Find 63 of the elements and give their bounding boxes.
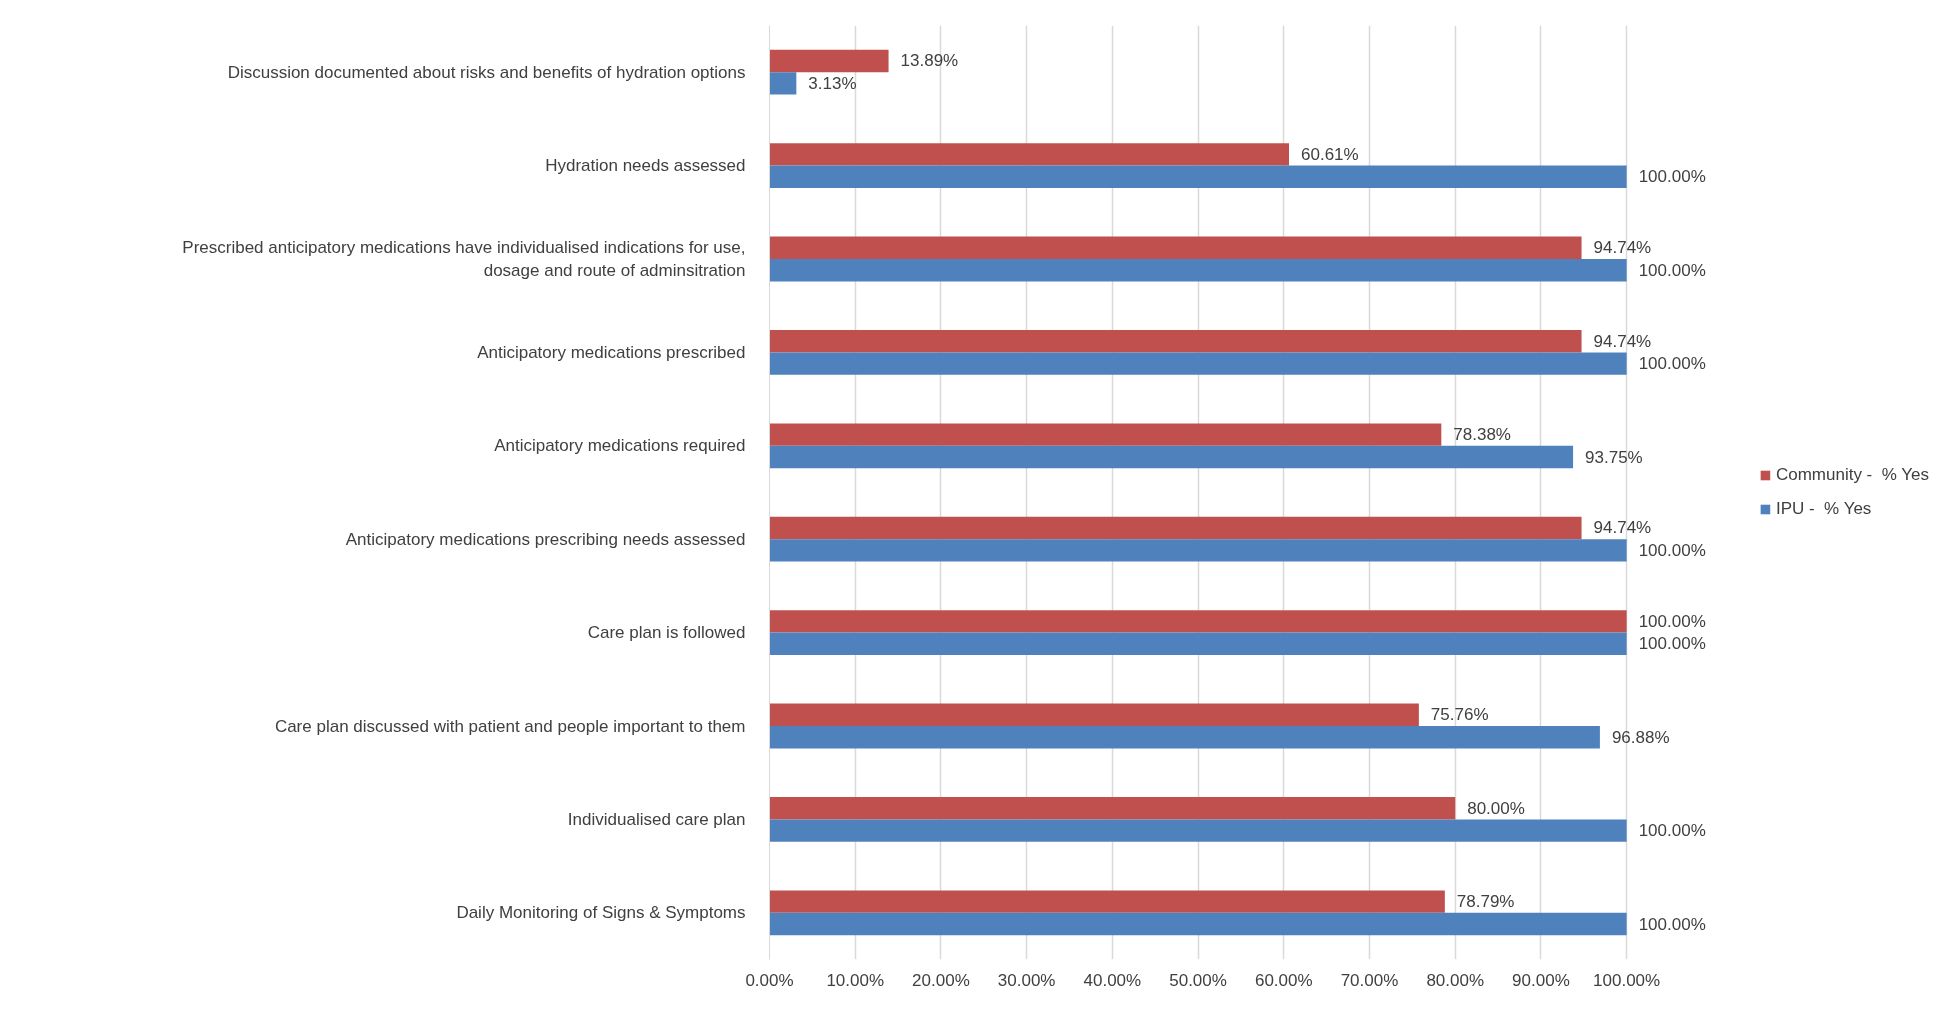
- data-label: 93.75%: [1585, 447, 1643, 467]
- bar: [769, 726, 1600, 749]
- data-label: 78.38%: [1453, 425, 1511, 445]
- bar: [769, 912, 1627, 936]
- bar: [769, 890, 1445, 913]
- bar: [769, 236, 1582, 259]
- data-label: 100.00%: [1638, 260, 1706, 280]
- x-tick-label: 0.00%: [745, 970, 794, 990]
- y-tick-label: Anticipatory medications prescribed: [477, 342, 746, 362]
- x-tick-label: 80.00%: [1426, 970, 1485, 990]
- bar: [769, 352, 1627, 375]
- y-tick-label: Care plan discussed with patient and people important to them: [274, 716, 746, 736]
- bar: [769, 516, 1582, 540]
- bar: [769, 703, 1419, 726]
- legend-label: IPU - % Yes: [1775, 499, 1872, 519]
- y-tick-label: Discussion documented about risks and benefits of hydration options: [227, 62, 746, 82]
- bar: [769, 632, 1627, 656]
- data-label: 94.74%: [1593, 518, 1652, 538]
- y-tick-label: Hydration needs assessed: [545, 156, 746, 176]
- bar: [769, 610, 1627, 633]
- bar: [769, 259, 1627, 282]
- data-label: 100.00%: [1638, 821, 1706, 841]
- x-tick-label: 40.00%: [1083, 970, 1142, 990]
- bar: [769, 49, 889, 73]
- data-label: 100.00%: [1638, 354, 1706, 374]
- y-tick-label: Daily Monitoring of Signs & Symptoms: [456, 903, 746, 923]
- bar: [769, 539, 1627, 562]
- bar: [769, 796, 1456, 820]
- x-tick-label: 60.00%: [1254, 970, 1313, 990]
- data-label: 100.00%: [1638, 611, 1706, 631]
- data-label: 100.00%: [1638, 634, 1706, 654]
- data-label: 3.13%: [808, 73, 857, 93]
- data-label: 100.00%: [1638, 167, 1706, 187]
- legend-label: Community - % Yes: [1775, 465, 1929, 485]
- y-tick-label: Prescribed anticipatory medications have individualised indications for use, dosage and route of adminsitration: [182, 238, 746, 280]
- bar: [769, 143, 1290, 166]
- bar: [769, 329, 1582, 353]
- x-tick-label: 20.00%: [912, 970, 970, 990]
- data-label: 60.61%: [1301, 144, 1359, 164]
- bar: [769, 819, 1627, 842]
- data-label: 100.00%: [1638, 914, 1706, 934]
- data-label: 94.74%: [1593, 331, 1652, 351]
- x-tick-label: 30.00%: [997, 970, 1056, 990]
- bar: [769, 165, 1627, 189]
- data-label: 96.88%: [1611, 727, 1670, 747]
- data-label: 100.00%: [1638, 540, 1706, 560]
- data-label: 80.00%: [1467, 798, 1525, 818]
- bar: [769, 445, 1574, 469]
- bar: [769, 72, 797, 95]
- y-tick-label: Anticipatory medications prescribing needs assessed: [345, 529, 746, 549]
- x-tick-label: 70.00%: [1340, 970, 1399, 990]
- data-label: 75.76%: [1430, 705, 1489, 725]
- y-tick-label: Anticipatory medications required: [494, 436, 746, 456]
- bar: [769, 423, 1442, 446]
- data-label: 13.89%: [900, 51, 959, 71]
- y-tick-label: Individualised care plan: [567, 809, 746, 829]
- x-tick-label: 90.00%: [1512, 970, 1570, 990]
- x-tick-label: 50.00%: [1169, 970, 1227, 990]
- x-tick-label: 100.00%: [1593, 970, 1661, 990]
- data-label: 94.74%: [1593, 238, 1652, 258]
- y-tick-label: Care plan is followed: [587, 623, 746, 643]
- x-tick-label: 10.00%: [826, 970, 885, 990]
- data-label: 78.79%: [1456, 892, 1515, 912]
